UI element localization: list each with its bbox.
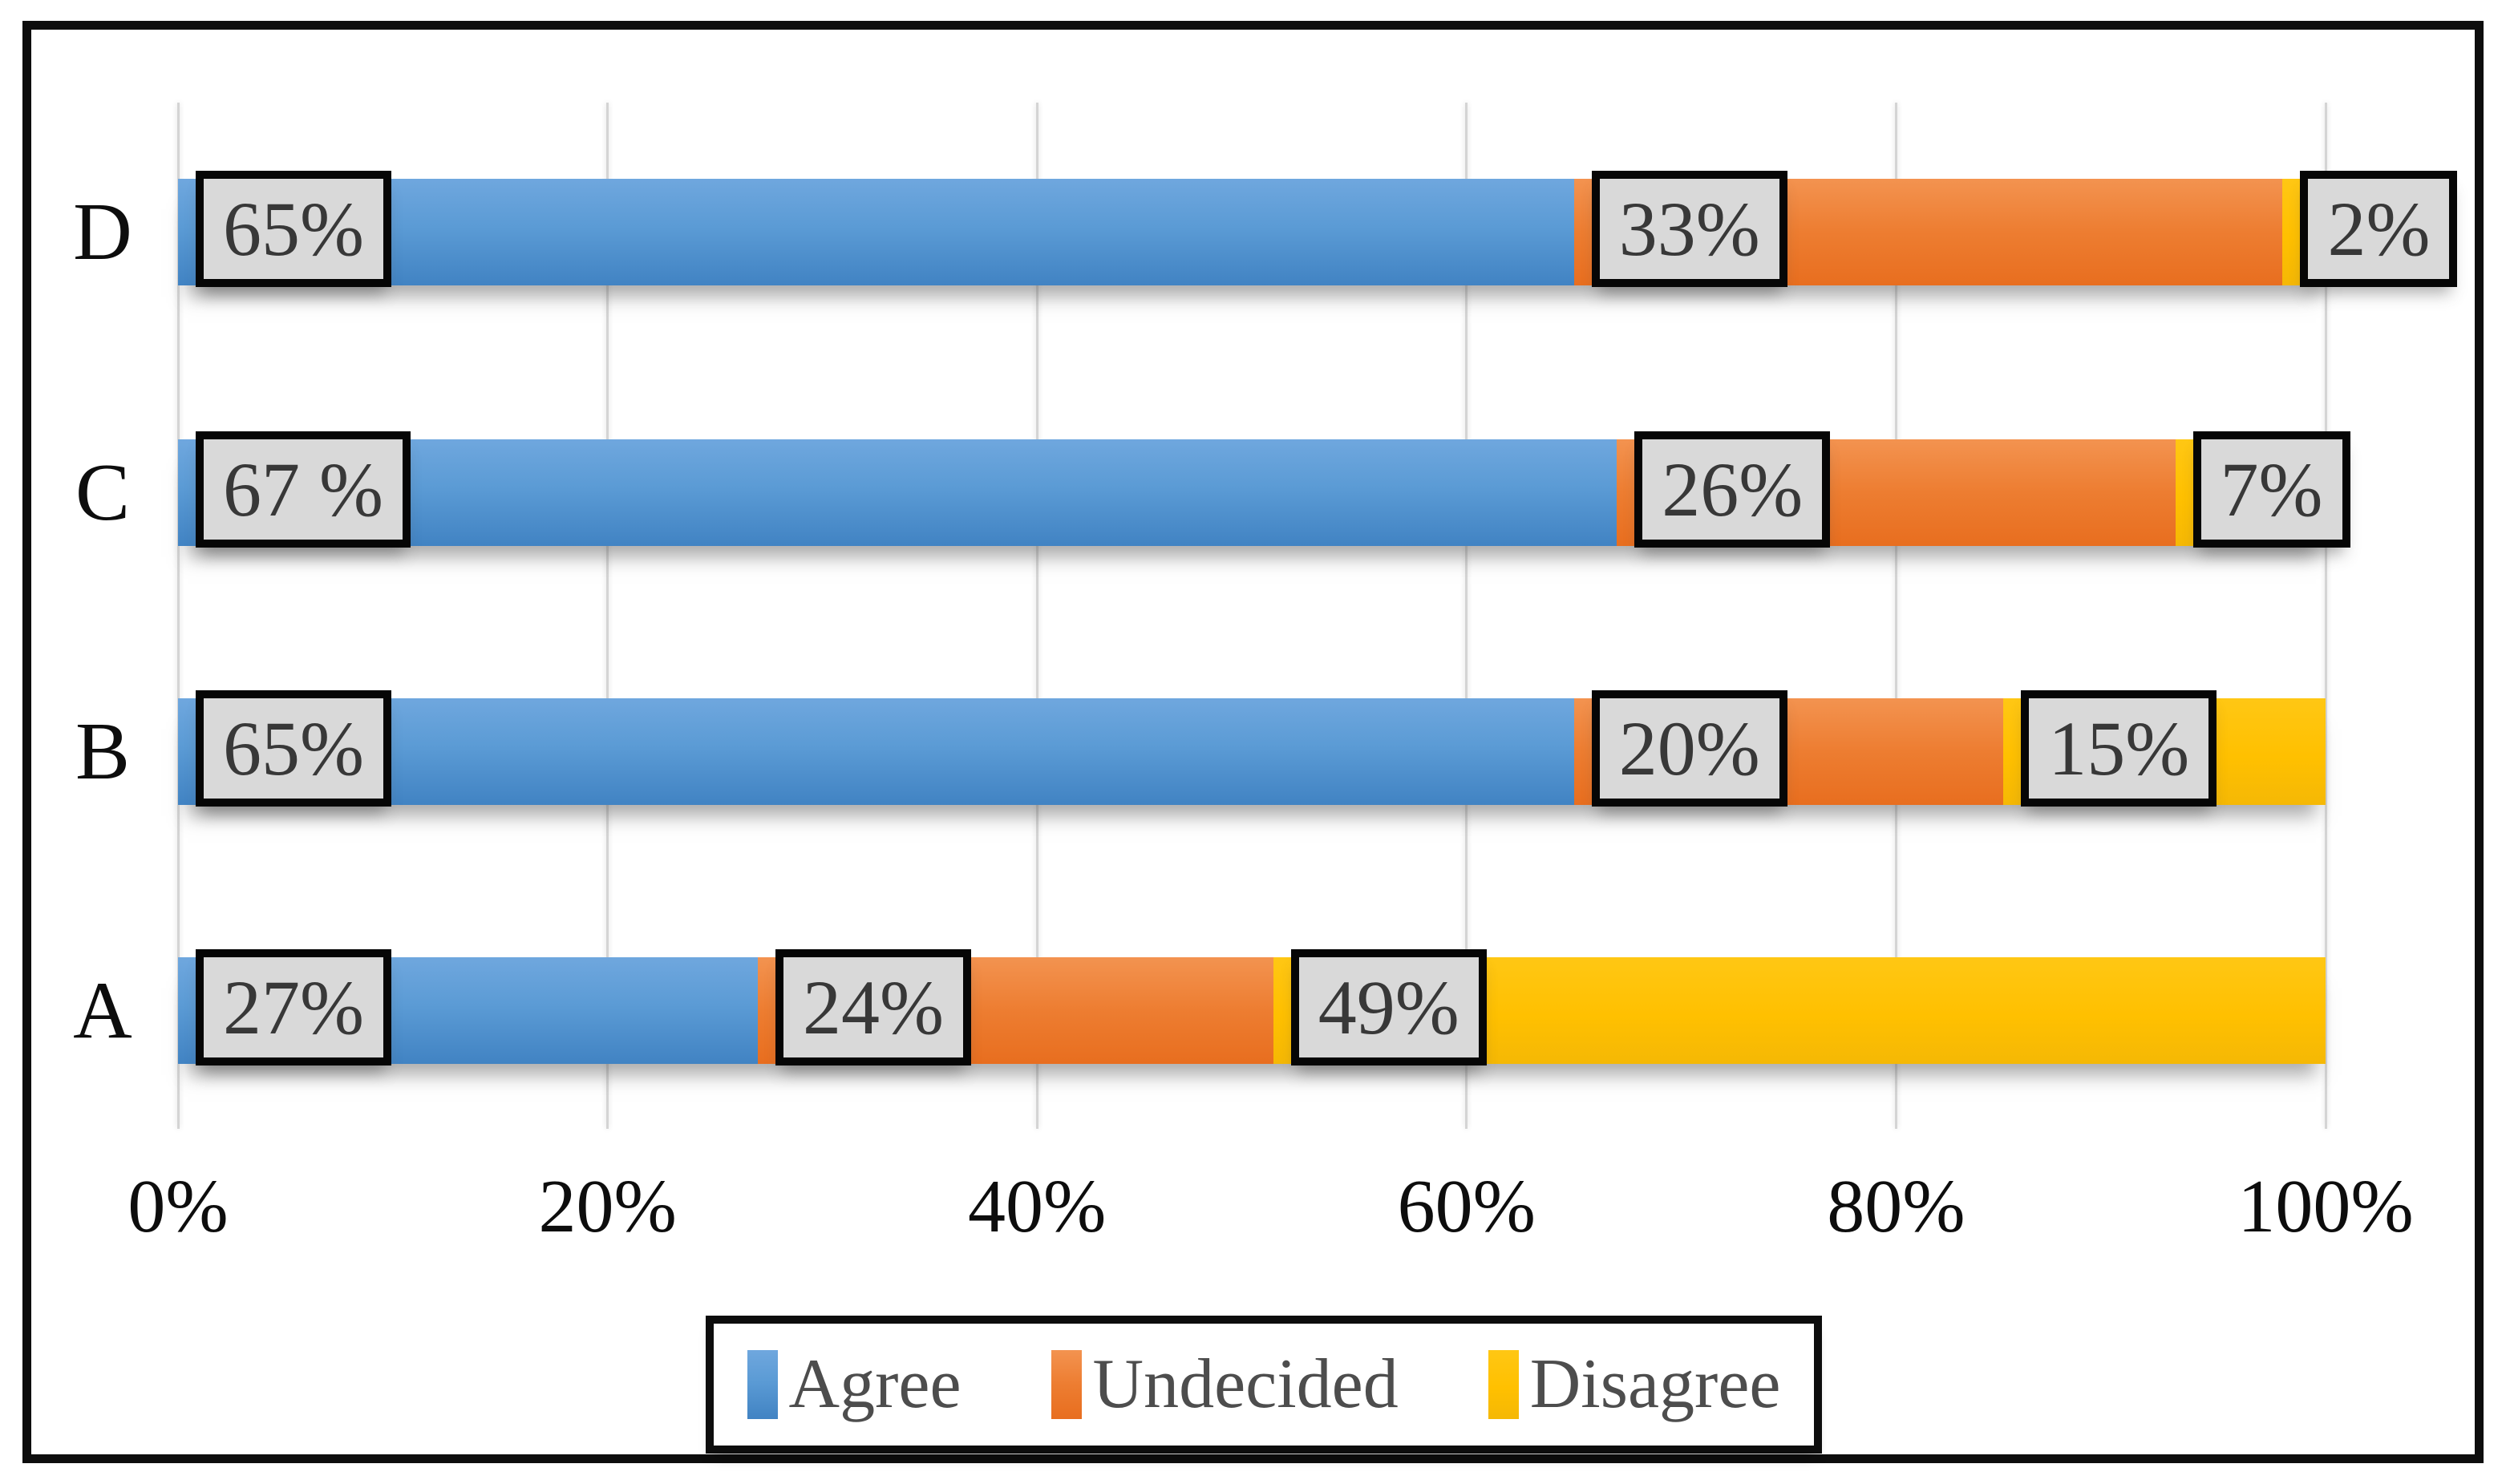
category-label-C: C <box>75 447 131 538</box>
x-axis-tick: 80% <box>1827 1165 1966 1248</box>
legend-swatch-agree-icon <box>747 1350 778 1419</box>
legend-item-undecided: Undecided <box>1051 1349 1399 1420</box>
bar-segment-agree-D <box>178 179 1574 285</box>
legend-item-disagree: Disagree <box>1488 1345 1781 1423</box>
legend-label: Agree <box>788 1345 962 1423</box>
data-label-disagree-A: 49% <box>1290 948 1487 1065</box>
gridline <box>176 103 180 1129</box>
legend-label: Disagree <box>1529 1345 1781 1423</box>
data-label-disagree-D: 2% <box>2300 170 2458 287</box>
legend-swatch-disagree-icon <box>1488 1350 1519 1419</box>
data-label-agree-A: 27% <box>196 948 391 1065</box>
bar-row-C <box>178 439 2326 546</box>
gridline <box>1894 103 1897 1129</box>
x-axis-tick: 60% <box>1397 1165 1536 1248</box>
data-label-agree-B: 65% <box>196 689 391 807</box>
gridline <box>606 103 609 1129</box>
x-axis-tick: 0% <box>128 1165 229 1248</box>
gridline <box>1465 103 1468 1129</box>
x-axis-tick: 20% <box>538 1165 677 1248</box>
category-label-B: B <box>75 706 131 797</box>
data-label-disagree-B: 15% <box>2021 689 2217 807</box>
data-label-undecided-B: 20% <box>1591 689 1787 807</box>
data-label-disagree-C: 7% <box>2192 431 2350 548</box>
gridline <box>1035 103 1038 1129</box>
bar-row-A <box>178 957 2326 1064</box>
gridline <box>2324 103 2327 1129</box>
data-label-agree-C: 67 % <box>196 431 411 548</box>
legend-item-agree: Agree <box>747 1349 962 1420</box>
chart-border-frame <box>22 21 2484 1463</box>
category-label-A: A <box>73 964 132 1056</box>
legend-swatch-undecided-icon <box>1051 1350 1082 1419</box>
bar-row-B <box>178 698 2326 805</box>
data-label-undecided-A: 24% <box>775 948 972 1065</box>
data-label-undecided-D: 33% <box>1591 170 1787 287</box>
legend: Agree Undecided Disagree <box>706 1316 1822 1454</box>
data-label-agree-D: 65% <box>196 170 391 287</box>
category-label-D: D <box>73 186 132 277</box>
bar-row-D <box>178 179 2326 285</box>
x-axis-tick: 100% <box>2237 1165 2414 1248</box>
legend-label: Undecided <box>1092 1345 1399 1423</box>
data-label-undecided-C: 26% <box>1634 431 1831 548</box>
x-axis-tick: 40% <box>968 1165 1107 1248</box>
bar-segment-agree-C <box>178 439 1617 546</box>
bar-segment-agree-B <box>178 698 1574 805</box>
